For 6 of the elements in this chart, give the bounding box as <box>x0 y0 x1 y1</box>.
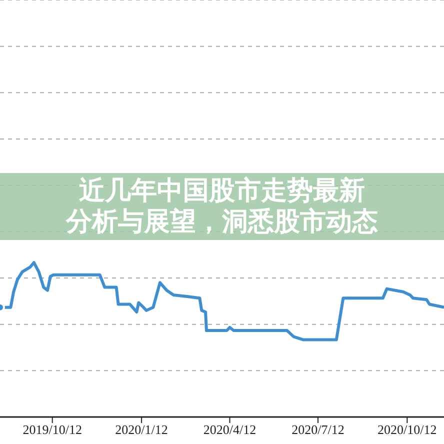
x-tick-label: 2020/7/12 <box>292 422 344 438</box>
x-tick-label: 2020/1/12 <box>115 422 168 438</box>
x-tick-label: 2020/10/12 <box>378 422 437 438</box>
x-tick-label: 2019/10/12 <box>22 422 82 438</box>
x-tick-label: 2020/4/12 <box>203 422 256 438</box>
chart-title: 近几年中国股市走势最新分析与展望，洞悉股市动态 <box>66 176 378 238</box>
